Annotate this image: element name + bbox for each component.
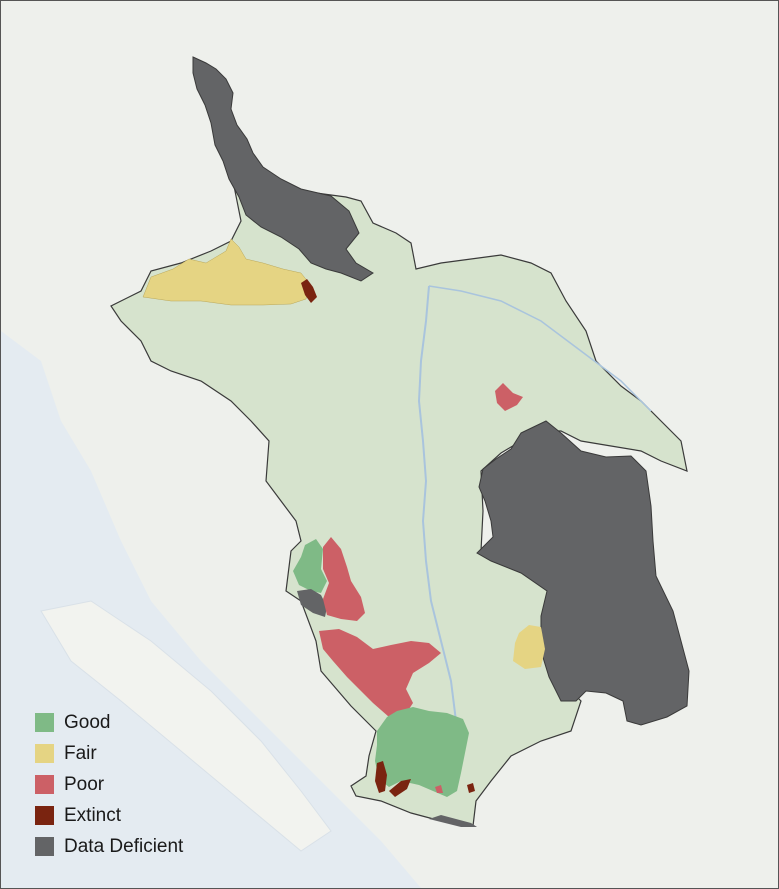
poor-southwest <box>319 629 441 717</box>
legend-label: Data Deficient <box>64 835 184 857</box>
legend-swatch <box>35 775 54 794</box>
extinct-north <box>301 279 317 303</box>
legend-swatch <box>35 837 54 856</box>
basin-area <box>110 170 688 827</box>
tributary-river <box>428 285 652 412</box>
data-deficient-east <box>476 420 690 726</box>
island-landmass <box>40 600 332 852</box>
fair-east <box>513 625 545 669</box>
good-west <box>293 539 327 593</box>
legend-item-extinct: Extinct <box>35 800 183 831</box>
legend-swatch <box>35 713 54 732</box>
legend-item-good: Good <box>35 707 183 738</box>
poor-east <box>495 383 523 411</box>
legend-swatch <box>35 744 54 763</box>
coastal-water <box>1 331 421 888</box>
legend-item-fair: Fair <box>35 738 183 769</box>
extinct-south-3 <box>467 783 475 793</box>
legend-label: Poor <box>64 773 105 795</box>
legend-label: Fair <box>64 742 97 764</box>
data-deficient-south <box>429 815 477 827</box>
main-river <box>417 285 457 722</box>
good-south <box>375 707 469 797</box>
legend-swatch <box>35 806 54 825</box>
legend-label: Good <box>64 711 111 733</box>
poor-west-column <box>323 537 365 621</box>
legend-label: Extinct <box>64 804 122 826</box>
fair-northwest <box>142 238 310 306</box>
data-deficient-north <box>192 56 374 282</box>
map-legend: Good Fair Poor Extinct Data Deficient <box>35 707 183 862</box>
legend-item-data-deficient: Data Deficient <box>35 831 183 862</box>
legend-item-poor: Poor <box>35 769 183 800</box>
poor-south-small <box>435 785 443 793</box>
extinct-south-1 <box>375 761 387 793</box>
data-deficient-west <box>297 589 327 617</box>
extinct-south-2 <box>389 779 411 797</box>
